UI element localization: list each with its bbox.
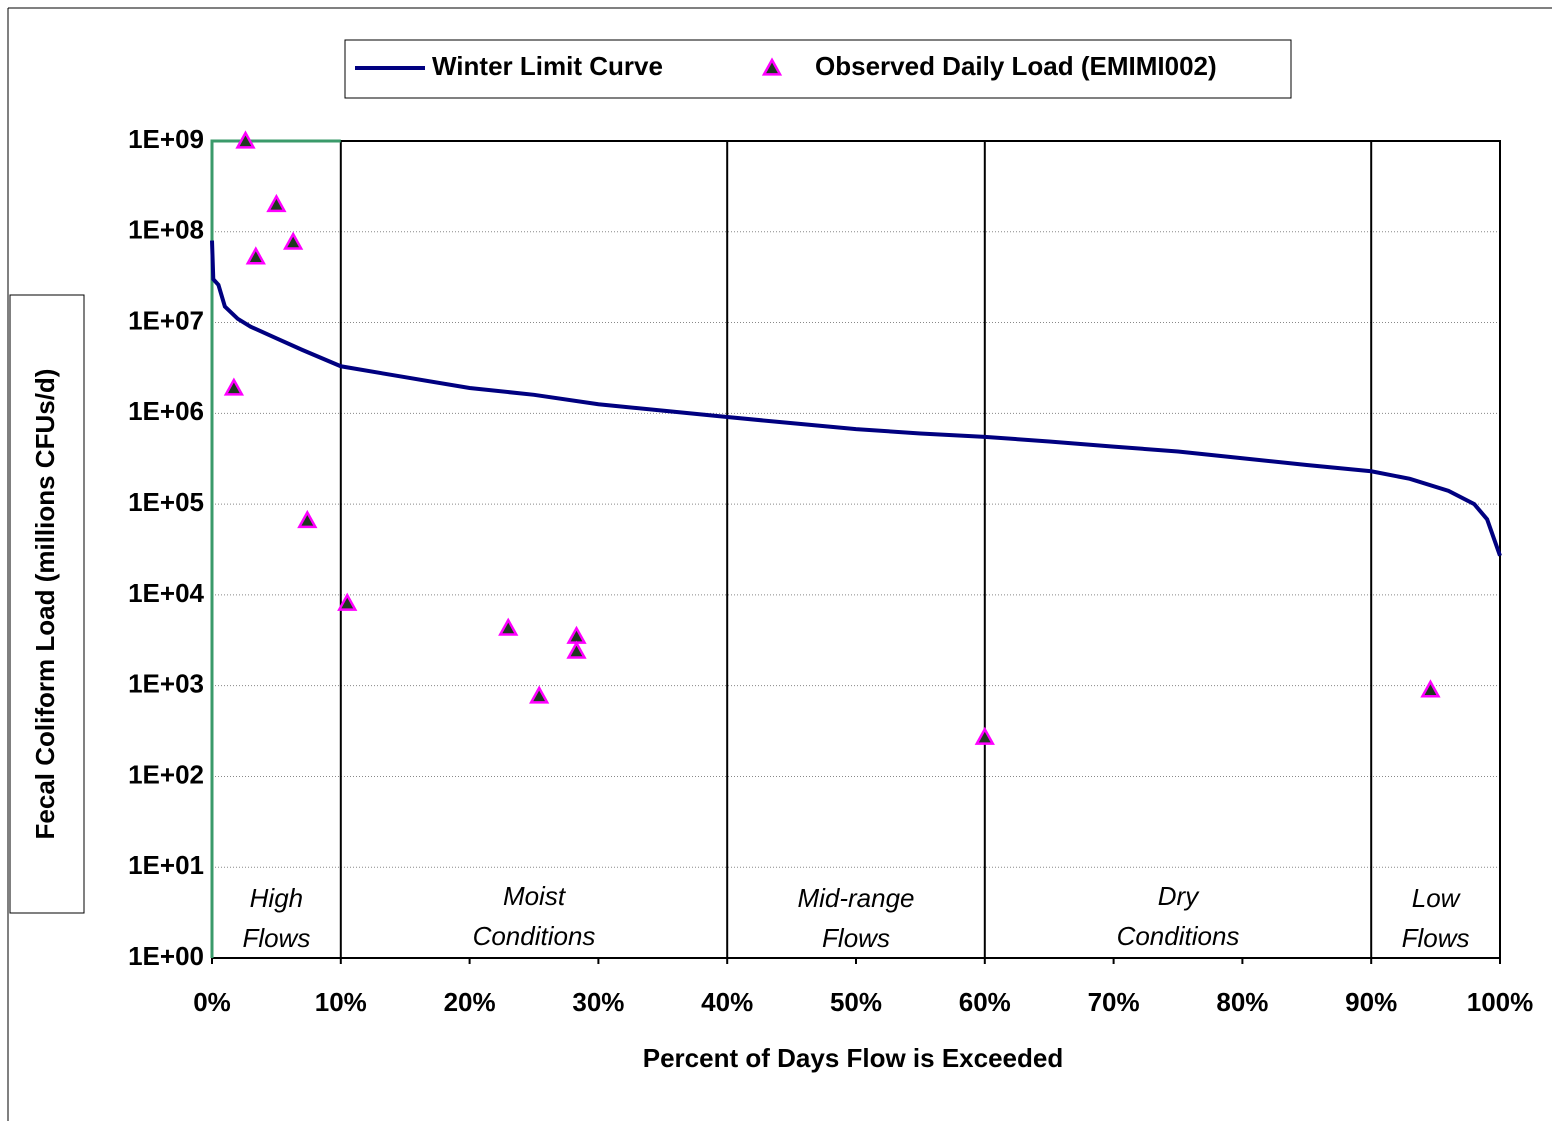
x-tick-label: 100% bbox=[1467, 987, 1534, 1017]
observed-point bbox=[337, 592, 358, 611]
y-axis-label: Fecal Coliform Load (millions CFUs/d) bbox=[30, 369, 60, 840]
y-tick-label: 1E+05 bbox=[128, 487, 204, 517]
observed-point bbox=[974, 726, 995, 745]
y-tick-label: 1E+07 bbox=[128, 305, 204, 335]
x-tick-label: 10% bbox=[315, 987, 367, 1017]
limit-curve bbox=[210, 240, 1502, 557]
observed-point bbox=[245, 246, 266, 265]
y-tick-label: 1E+00 bbox=[128, 941, 204, 971]
zone-label: Flows bbox=[242, 923, 310, 953]
y-tick-label: 1E+06 bbox=[128, 396, 204, 426]
zone-label: Low bbox=[1412, 883, 1462, 913]
x-tick-label: 70% bbox=[1088, 987, 1140, 1017]
observed-point bbox=[566, 625, 587, 644]
observed-point bbox=[529, 685, 550, 704]
y-tick-label: 1E+02 bbox=[128, 759, 204, 789]
ylabel-box bbox=[9, 294, 85, 914]
x-tick-label: 80% bbox=[1216, 987, 1268, 1017]
zone-label: Mid-range bbox=[797, 883, 914, 913]
y-tick-label: 1E+01 bbox=[128, 850, 204, 880]
legend-label: Observed Daily Load (EMIMI002) bbox=[815, 51, 1217, 81]
zone-label: Flows bbox=[822, 923, 890, 953]
observed-point bbox=[1420, 679, 1441, 698]
x-tick-label: 30% bbox=[572, 987, 624, 1017]
x-tick-label: 40% bbox=[701, 987, 753, 1017]
observed-point bbox=[498, 617, 519, 636]
legend-label: Winter Limit Curve bbox=[432, 51, 663, 81]
observed-point bbox=[223, 377, 245, 396]
observed-point bbox=[566, 640, 587, 659]
y-tick-label: 1E+09 bbox=[128, 124, 204, 154]
y-tick-label: 1E+04 bbox=[128, 578, 204, 608]
x-tick-label: 0% bbox=[193, 987, 231, 1017]
x-tick-label: 90% bbox=[1345, 987, 1397, 1017]
observed-point bbox=[283, 231, 304, 250]
high-zone-outline bbox=[210, 139, 341, 958]
zone-label: Flows bbox=[1402, 923, 1470, 953]
zone-label: Dry bbox=[1158, 881, 1200, 911]
legend-swatch bbox=[761, 57, 783, 76]
zone-label: Conditions bbox=[1117, 921, 1240, 951]
y-tick-label: 1E+08 bbox=[128, 215, 204, 245]
zone-label: Conditions bbox=[473, 921, 596, 951]
observed-point bbox=[297, 509, 318, 529]
observed-point bbox=[235, 130, 256, 149]
x-tick-label: 60% bbox=[959, 987, 1011, 1017]
plot-frame bbox=[211, 140, 1501, 959]
zone-label: Moist bbox=[503, 881, 567, 911]
legend-box bbox=[344, 39, 1292, 99]
observed-point bbox=[266, 193, 287, 213]
zone-label: High bbox=[250, 883, 303, 913]
x-tick-label: 50% bbox=[830, 987, 882, 1017]
x-axis-label: Percent of Days Flow is Exceeded bbox=[643, 1043, 1064, 1073]
y-tick-label: 1E+03 bbox=[128, 669, 204, 699]
x-tick-label: 20% bbox=[444, 987, 496, 1017]
